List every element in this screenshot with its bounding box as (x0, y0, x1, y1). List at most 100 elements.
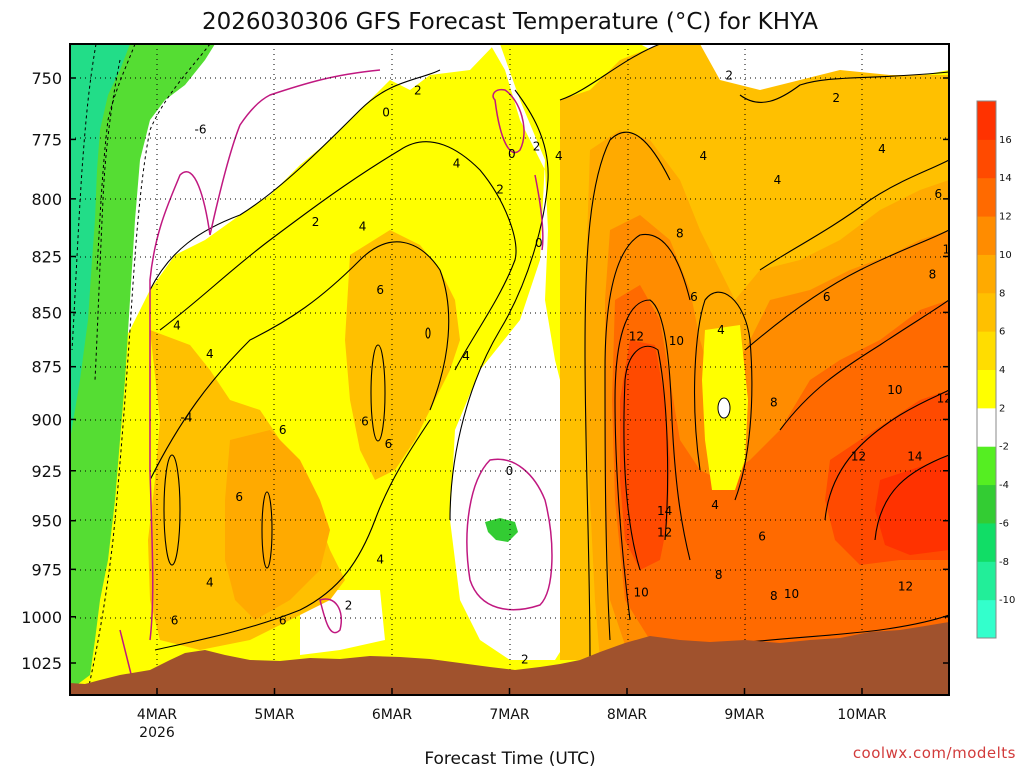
colorbar-label: -6 (999, 518, 1009, 529)
colorbar-swatch (977, 101, 996, 140)
contour-line (739, 71, 949, 103)
contour-label: 10 (887, 383, 902, 397)
contour-line (759, 159, 949, 271)
colorbar-swatch (977, 331, 996, 370)
contour-label: 2 (345, 598, 353, 612)
y-tick-label: 1000 (21, 608, 62, 627)
contour-label: 4 (774, 173, 782, 187)
contour-label: 4 (462, 349, 470, 363)
colorbar-label: 10 (999, 250, 1012, 261)
colorbar-swatch (977, 446, 996, 486)
contour-label: 12 (851, 450, 866, 464)
x-tick-label: 4MAR (137, 707, 178, 723)
colorbar-label: -10 (999, 595, 1015, 606)
dashed-contour-line (96, 44, 136, 271)
x-axis-title: Forecast Time (UTC) (424, 749, 595, 768)
contour-line (779, 299, 949, 431)
contour-label: 6 (690, 290, 698, 304)
contour-line (370, 344, 386, 442)
colorbar-frame (976, 100, 997, 639)
contour-label: 4 (555, 149, 563, 163)
colorbar-swatch (977, 216, 996, 255)
contour-line (559, 44, 661, 101)
y-tick-label: 800 (31, 190, 62, 209)
zero-contour-line (492, 88, 525, 154)
contour-lines (149, 44, 949, 666)
x-axis: 4MAR 5MAR 6MAR 7MAR 8MAR 9MAR 10MAR (137, 688, 887, 723)
contour-label: 6 (279, 613, 287, 627)
contour-label: 10 (784, 587, 799, 601)
colorbar-swatch (977, 254, 996, 294)
contour-line (614, 299, 691, 621)
contour-label: 2 (725, 69, 733, 83)
contour-label: 6 (171, 613, 179, 627)
fill-white-mid (440, 44, 590, 660)
zero-contour-line (149, 171, 211, 641)
colorbar-swatch (977, 522, 996, 562)
contour-label: 0 (508, 147, 516, 161)
colorbar-label: -2 (999, 442, 1009, 453)
x-tick-label: 5MAR (254, 707, 295, 723)
contour-label: 6 (279, 423, 287, 437)
contour-label: 6 (235, 490, 243, 504)
contour-label: 2 (521, 652, 529, 666)
contour-label: -6 (194, 123, 206, 137)
contour-line (604, 233, 691, 641)
colorbar-swatch (977, 561, 996, 601)
dashed-contour-line (87, 44, 211, 691)
colorbar-label: -4 (999, 480, 1009, 491)
contour-label: 14 (907, 450, 922, 464)
contour-line (694, 291, 753, 501)
y-tick-label: 925 (31, 462, 62, 481)
contour-label: 6 (935, 187, 943, 201)
contour-label: 8 (770, 589, 778, 603)
colorbar-label: -8 (999, 557, 1009, 568)
contour-label: 8 (770, 396, 778, 410)
contour-label: 2 (414, 83, 422, 97)
y-tick-label: 875 (31, 358, 62, 377)
contour-label: 4 (711, 498, 719, 512)
contour-label: 10 (669, 334, 684, 348)
dashed-contour-line (94, 59, 121, 381)
contour-label: 4 (717, 323, 725, 337)
zero-contour-line (209, 69, 381, 236)
contour-label: 0 (535, 236, 543, 250)
contour-line (163, 454, 181, 566)
contour-label: 2 (832, 91, 840, 105)
y-tick-label: 775 (31, 130, 62, 149)
contour-label: 4 (376, 553, 384, 567)
contour-line (874, 454, 949, 541)
contour-label: 8 (676, 227, 684, 241)
contour-label: 8 (715, 568, 723, 582)
contour-label: 2 (312, 215, 320, 229)
gridlines (70, 44, 949, 695)
colorbar-label: 12 (999, 212, 1012, 223)
contour-label: 10 (633, 585, 648, 599)
contour-label: 12 (937, 392, 952, 406)
y-tick-label: 950 (31, 512, 62, 531)
contour-label: -4 (180, 410, 192, 424)
credit-text: coolwx.com/modelts (853, 744, 1016, 762)
contour-line (449, 89, 549, 521)
contour-line (744, 229, 949, 351)
contour-label: 12 (898, 580, 913, 594)
colorbar-label: 8 (999, 288, 1005, 299)
chart-title: 2026030306 GFS Forecast Temperature (°C)… (202, 9, 818, 35)
fill-red-14 (875, 455, 949, 555)
colorbar-swatch (977, 484, 996, 524)
colorbar-swatch (977, 177, 996, 217)
fill-orange-10 (612, 285, 949, 660)
contour-line (261, 491, 273, 569)
y-tick-label: 900 (31, 410, 62, 429)
x-tick-label: 10MAR (837, 707, 886, 723)
dashed-contour-line (71, 44, 97, 351)
contour-label: 12 (629, 329, 644, 343)
contour-label: 4 (700, 149, 708, 163)
contour-line (149, 69, 441, 291)
contour-label: 6 (376, 283, 384, 297)
colorbar-swatch (977, 599, 996, 639)
x-tick-label: 6MAR (372, 707, 413, 723)
colorbar-swatch (977, 369, 996, 409)
contour-line (824, 389, 949, 521)
